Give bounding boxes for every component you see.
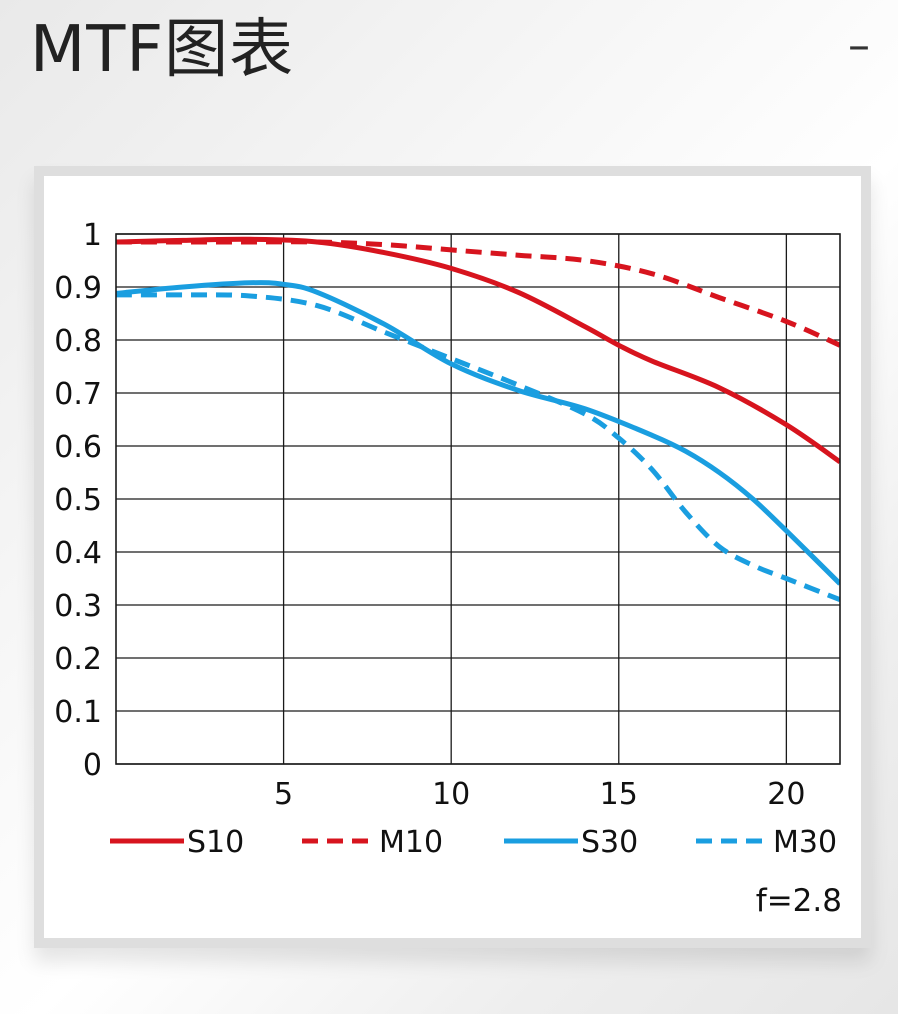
series-line-s30 bbox=[116, 280, 840, 586]
y-axis-ticks: 0 0.1 0.2 0.3 0.4 0.5 0.6 0.7 0.8 0.9 1 bbox=[54, 218, 102, 783]
legend-label: M10 bbox=[379, 825, 443, 860]
legend-item-m30: M30 bbox=[696, 825, 837, 860]
x-tick-label: 20 bbox=[767, 777, 805, 812]
series-line-m30 bbox=[116, 292, 840, 603]
y-tick-label: 0.9 bbox=[54, 271, 102, 306]
y-tick-label: 0.2 bbox=[54, 642, 102, 677]
y-tick-label: 0.5 bbox=[54, 483, 102, 518]
legend-item-m10: M10 bbox=[302, 825, 443, 860]
y-tick-label: 0.6 bbox=[54, 430, 102, 465]
y-tick-label: 0.1 bbox=[54, 695, 102, 730]
legend-label: M30 bbox=[773, 825, 837, 860]
y-tick-label: 0 bbox=[83, 748, 102, 783]
y-tick-label: 0.7 bbox=[54, 377, 102, 412]
chart-legend: S10 M10 S30 M30 bbox=[110, 825, 837, 860]
x-tick-label: 10 bbox=[432, 777, 470, 812]
legend-label: S10 bbox=[187, 825, 244, 860]
y-tick-label: 0.3 bbox=[54, 589, 102, 624]
x-axis-ticks: 5 10 15 20 bbox=[274, 777, 805, 812]
chart-grid bbox=[116, 233, 840, 765]
y-tick-label: 0.8 bbox=[54, 324, 102, 359]
chart-series-group bbox=[116, 236, 840, 603]
series-line-m10 bbox=[116, 239, 840, 348]
aperture-annotation: f=2.8 bbox=[756, 883, 842, 919]
mtf-chart-card: 0 0.1 0.2 0.3 0.4 0.5 0.6 0.7 0.8 0.9 1 5 10 15 20 S1… bbox=[34, 166, 871, 948]
legend-item-s10: S10 bbox=[110, 825, 244, 860]
page-title: MTF图表 bbox=[30, 13, 295, 87]
plot-frame bbox=[115, 233, 841, 765]
series-line-s10 bbox=[116, 236, 840, 464]
minus-icon[interactable]: – bbox=[848, 20, 870, 71]
legend-label: S30 bbox=[581, 825, 638, 860]
y-tick-label: 0.4 bbox=[54, 536, 102, 571]
legend-item-s30: S30 bbox=[504, 825, 638, 860]
y-tick-label: 1 bbox=[83, 218, 102, 253]
x-tick-label: 15 bbox=[600, 777, 638, 812]
x-tick-label: 5 bbox=[274, 777, 293, 812]
chart-frame bbox=[115, 233, 841, 765]
mtf-chart: 0 0.1 0.2 0.3 0.4 0.5 0.6 0.7 0.8 0.9 1 5 10 15 20 S1… bbox=[54, 218, 842, 919]
